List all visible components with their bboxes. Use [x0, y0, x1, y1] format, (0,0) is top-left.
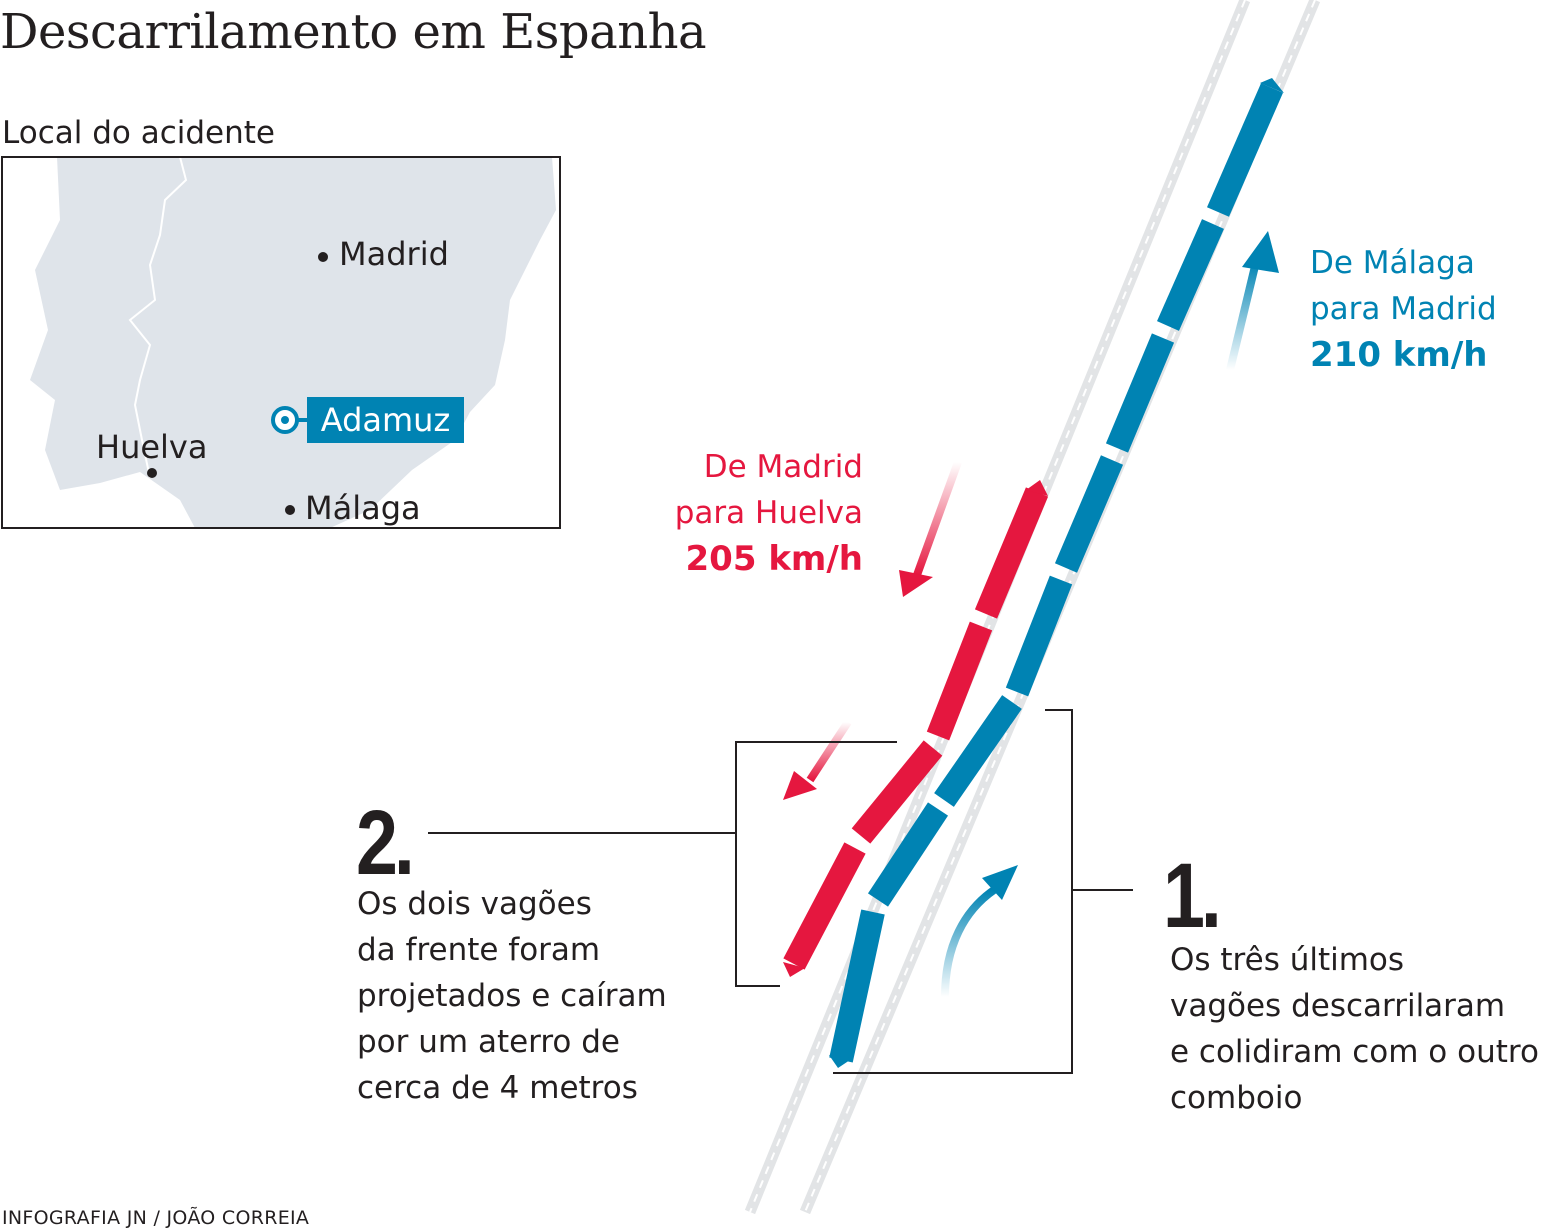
- arrow-red-fall: [783, 719, 852, 800]
- train-speed: 205 km/h: [685, 539, 863, 579]
- huelva-dot: [147, 468, 157, 478]
- callout-line: projetados e caíram: [357, 978, 667, 1014]
- callout-line: comboio: [1170, 1080, 1303, 1116]
- arrow-red-southbound: [899, 460, 962, 597]
- location-map: [30, 157, 556, 528]
- accident-site-label: Adamuz: [307, 397, 464, 443]
- train-malaga-madrid: [829, 83, 1284, 1063]
- adamuz-location-icon: [271, 406, 308, 434]
- malaga-dot: [285, 505, 295, 515]
- portugal-spain-border: [128, 157, 188, 479]
- train-label-malaga-madrid: De Málaga para Madrid 210 km/h: [1310, 240, 1550, 378]
- arrow-blue-northbound: [1226, 231, 1279, 371]
- iberia-landmass: [30, 157, 556, 528]
- callout-2-number: 2.: [356, 792, 415, 894]
- callout-2-text: Os dois vagões da frente foram projetado…: [357, 881, 757, 1111]
- page-title: Descarrilamento em Espanha: [0, 4, 707, 60]
- train-origin: De Málaga: [1310, 245, 1475, 281]
- callout-1-text: Os três últimos vagões descarrilaram e c…: [1170, 937, 1555, 1121]
- train-destination: para Huelva: [674, 495, 863, 531]
- callout-1-number: 1.: [1163, 845, 1222, 947]
- arrow-blue-derail: [941, 865, 1018, 998]
- map-frame: [1, 156, 561, 529]
- red-train-nose: [1026, 480, 1048, 496]
- map-subtitle: Local do acidente: [2, 115, 275, 151]
- callout-line: vagões descarrilaram: [1170, 988, 1506, 1024]
- city-madrid: Madrid: [339, 235, 449, 273]
- callout-line: Os dois vagões: [357, 886, 592, 922]
- madrid-dot: [318, 252, 328, 262]
- credit-line: INFOGRAFIA JN / JOÃO CORREIA: [2, 1207, 310, 1229]
- city-malaga: Málaga: [305, 489, 421, 527]
- callout-line: por um aterro de: [357, 1024, 621, 1060]
- train-speed: 210 km/h: [1310, 335, 1488, 375]
- callout-line: da frente foram: [357, 932, 601, 968]
- train-madrid-huelva: [783, 487, 1049, 970]
- callout-line: Os três últimos: [1170, 942, 1405, 978]
- callout-1-lines: [833, 709, 1133, 1074]
- callout-line: e colidiram com o outro: [1170, 1034, 1539, 1070]
- train-origin: De Madrid: [703, 449, 863, 485]
- callout-line: cerca de 4 metros: [357, 1070, 638, 1106]
- city-huelva: Huelva: [96, 428, 208, 466]
- train-label-madrid-huelva: De Madrid para Huelva 205 km/h: [570, 444, 863, 582]
- callout-2-lines: [428, 741, 897, 987]
- blue-train-nose: [1260, 78, 1284, 93]
- red-train-front: [783, 962, 805, 977]
- blue-train-tail: [829, 1055, 853, 1068]
- train-destination: para Madrid: [1310, 291, 1497, 327]
